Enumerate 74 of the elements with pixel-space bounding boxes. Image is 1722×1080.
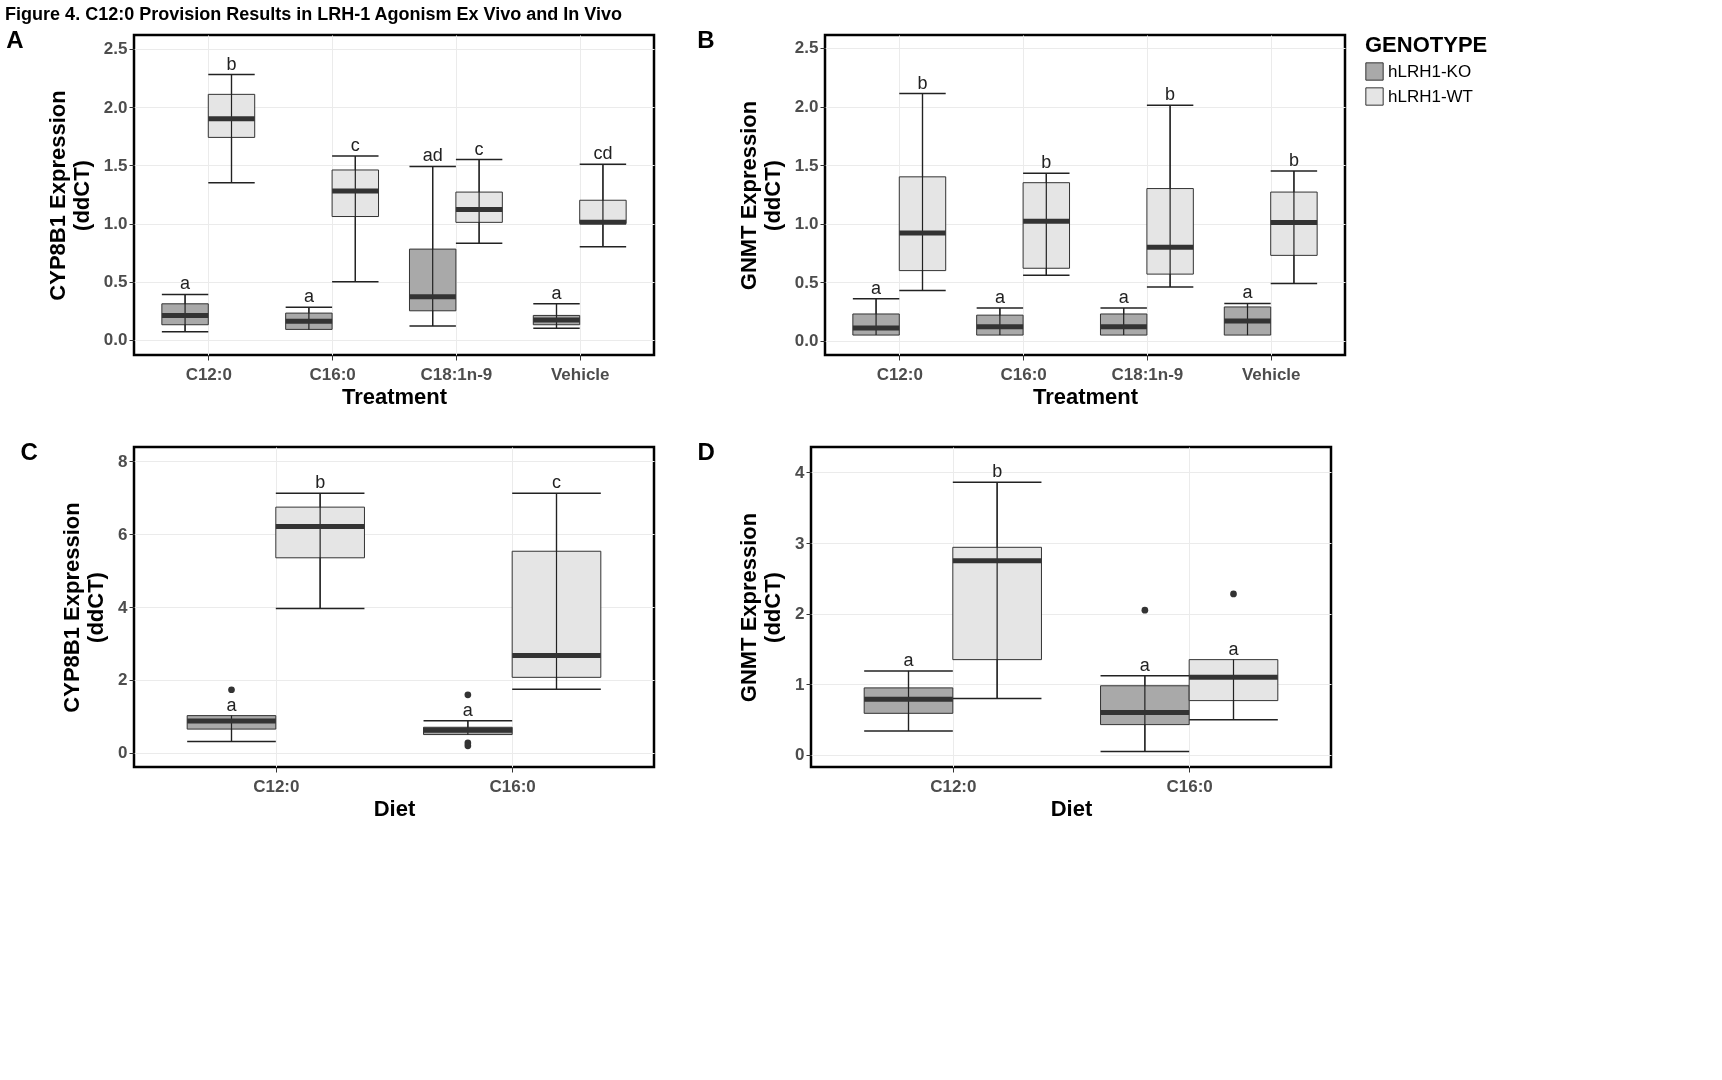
chart-title: A — [6, 26, 24, 53]
x-tick-label: C12:0 — [930, 776, 977, 796]
y-axis-title: CYP8B1 Expression (ddCT) — [44, 90, 94, 301]
text: c — [350, 135, 360, 156]
y-tick-label: 1.5 — [103, 155, 128, 175]
text: cd — [593, 143, 613, 164]
y-tick-label: 0.5 — [103, 272, 128, 292]
text: a — [1118, 287, 1129, 308]
y-tick-label: 4 — [118, 597, 129, 617]
y-tick-label: 1.0 — [103, 214, 128, 234]
x-tick-label: C12:0 — [185, 364, 232, 384]
caption: Figure 4. C12:0 Provision Results in LRH-1 Agonism Ex Vivo and In Vivo — [5, 3, 622, 24]
text: b — [1041, 152, 1052, 173]
text: a — [1139, 654, 1150, 675]
text: a — [180, 273, 191, 294]
x-tick-label: C16:0 — [1000, 364, 1047, 384]
y-tick-label: 0.0 — [103, 330, 128, 350]
x-tick-label: C16:0 — [309, 364, 356, 384]
x-tick-label: C18:1n-9 — [420, 364, 493, 384]
y-tick-label: 0 — [795, 745, 805, 765]
text: a — [994, 287, 1005, 308]
text: c — [474, 138, 484, 159]
chart-title: B — [697, 26, 715, 53]
y-tick-label: 2 — [795, 604, 805, 624]
y-tick-label: 0.5 — [794, 272, 819, 292]
text: a — [1242, 282, 1253, 303]
x-tick-label: C12:0 — [876, 364, 923, 384]
legend-title: GENOTYPE — [1365, 32, 1488, 57]
y-tick-label: 1.5 — [794, 155, 819, 175]
text: a — [226, 694, 237, 715]
y-axis-title: CYP8B1 Expression (ddCT) — [59, 502, 109, 713]
text: ad — [422, 145, 443, 166]
x-axis-title: Treatment — [1032, 383, 1139, 409]
text: a — [551, 282, 562, 303]
text: b — [315, 472, 326, 493]
text: a — [462, 699, 473, 720]
text: b — [1288, 149, 1299, 170]
y-tick-label: 2.5 — [103, 39, 128, 59]
y-tick-label: 6 — [118, 524, 128, 544]
x-tick-label: C16:0 — [1166, 776, 1213, 796]
text: a — [1228, 638, 1239, 659]
y-axis-title: GNMT Expression (ddCT) — [736, 512, 786, 703]
y-tick-label: 1.0 — [794, 214, 819, 234]
x-tick-label: C12:0 — [253, 776, 300, 796]
text: a — [871, 277, 882, 298]
text: b — [226, 53, 237, 74]
y-tick-label: 2.5 — [794, 38, 819, 58]
y-axis-title: GNMT Expression (ddCT) — [735, 100, 785, 291]
x-tick-label: C16:0 — [489, 776, 536, 796]
y-tick-label: 1 — [795, 674, 805, 694]
chart-title: C — [20, 438, 38, 465]
text: b — [992, 461, 1003, 482]
x-axis-title: Diet — [1050, 795, 1093, 821]
y-tick-label: 3 — [795, 533, 805, 553]
legend-label: hLRH1-WT — [1388, 86, 1474, 106]
y-tick-label: 4 — [795, 462, 806, 482]
x-axis-title: Diet — [373, 795, 416, 821]
y-tick-label: 0 — [118, 743, 128, 763]
x-tick-label: C18:1n-9 — [1111, 364, 1184, 384]
legend-label: hLRH1-KO — [1388, 61, 1472, 81]
x-axis-title: Treatment — [341, 383, 448, 409]
chart-title: D — [697, 438, 715, 465]
y-tick-label: 2.0 — [103, 97, 128, 117]
text: a — [303, 286, 314, 307]
text: b — [917, 72, 928, 93]
x-tick-label: Vehicle — [1241, 364, 1301, 384]
x-tick-label: Vehicle — [550, 364, 610, 384]
text: c — [552, 472, 561, 493]
y-tick-label: 2 — [118, 670, 128, 690]
y-tick-label: 0.0 — [794, 331, 819, 351]
text: b — [1165, 84, 1176, 105]
y-tick-label: 8 — [118, 451, 128, 471]
y-tick-label: 2.0 — [794, 97, 819, 116]
text: a — [903, 649, 914, 670]
